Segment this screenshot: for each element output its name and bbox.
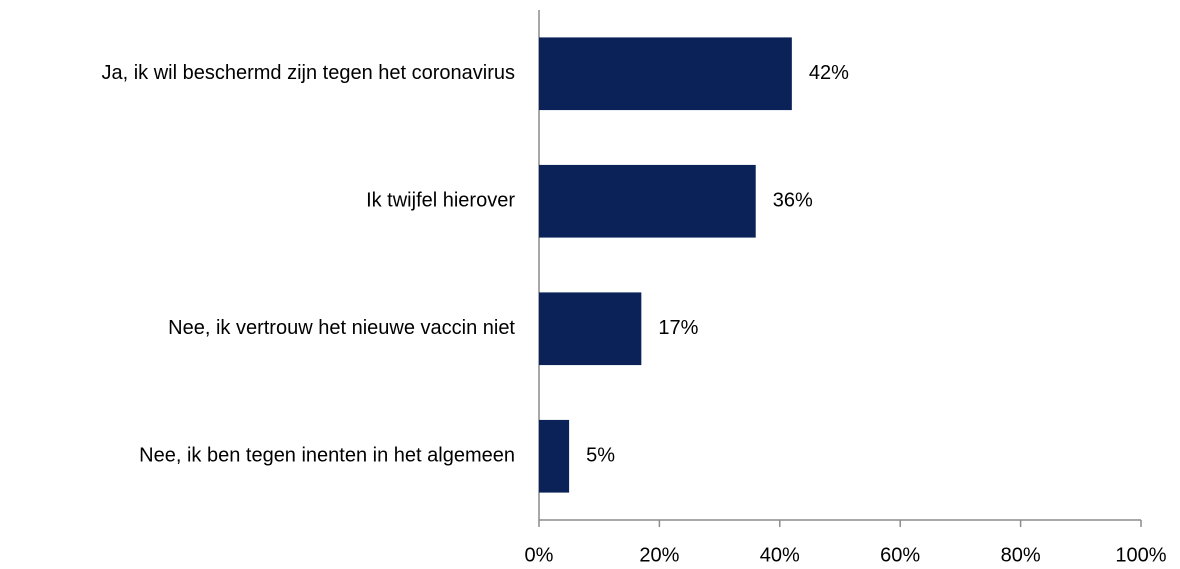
x-tick-label: 100% [1115,544,1166,566]
y-tick-label: Ja, ik wil beschermd zijn tegen het coro… [101,62,515,84]
bar [539,292,642,366]
bar [539,164,756,238]
bar [539,419,570,493]
y-tick-label: Nee, ik vertrouw het nieuwe vaccin niet [168,317,515,339]
bar [539,37,792,111]
y-tick-label: Nee, ik ben tegen inenten in het algemee… [139,445,515,467]
x-tick-label: 60% [880,544,920,566]
value-label: 36% [773,190,813,212]
x-tick-label: 40% [760,544,800,566]
value-label: 42% [809,62,849,84]
value-label: 5% [586,445,615,467]
x-tick-label: 20% [639,544,679,566]
value-label: 17% [658,317,698,339]
x-tick-label: 80% [1001,544,1041,566]
y-tick-label: Ik twijfel hierover [366,190,515,212]
x-tick-label: 0% [525,544,554,566]
